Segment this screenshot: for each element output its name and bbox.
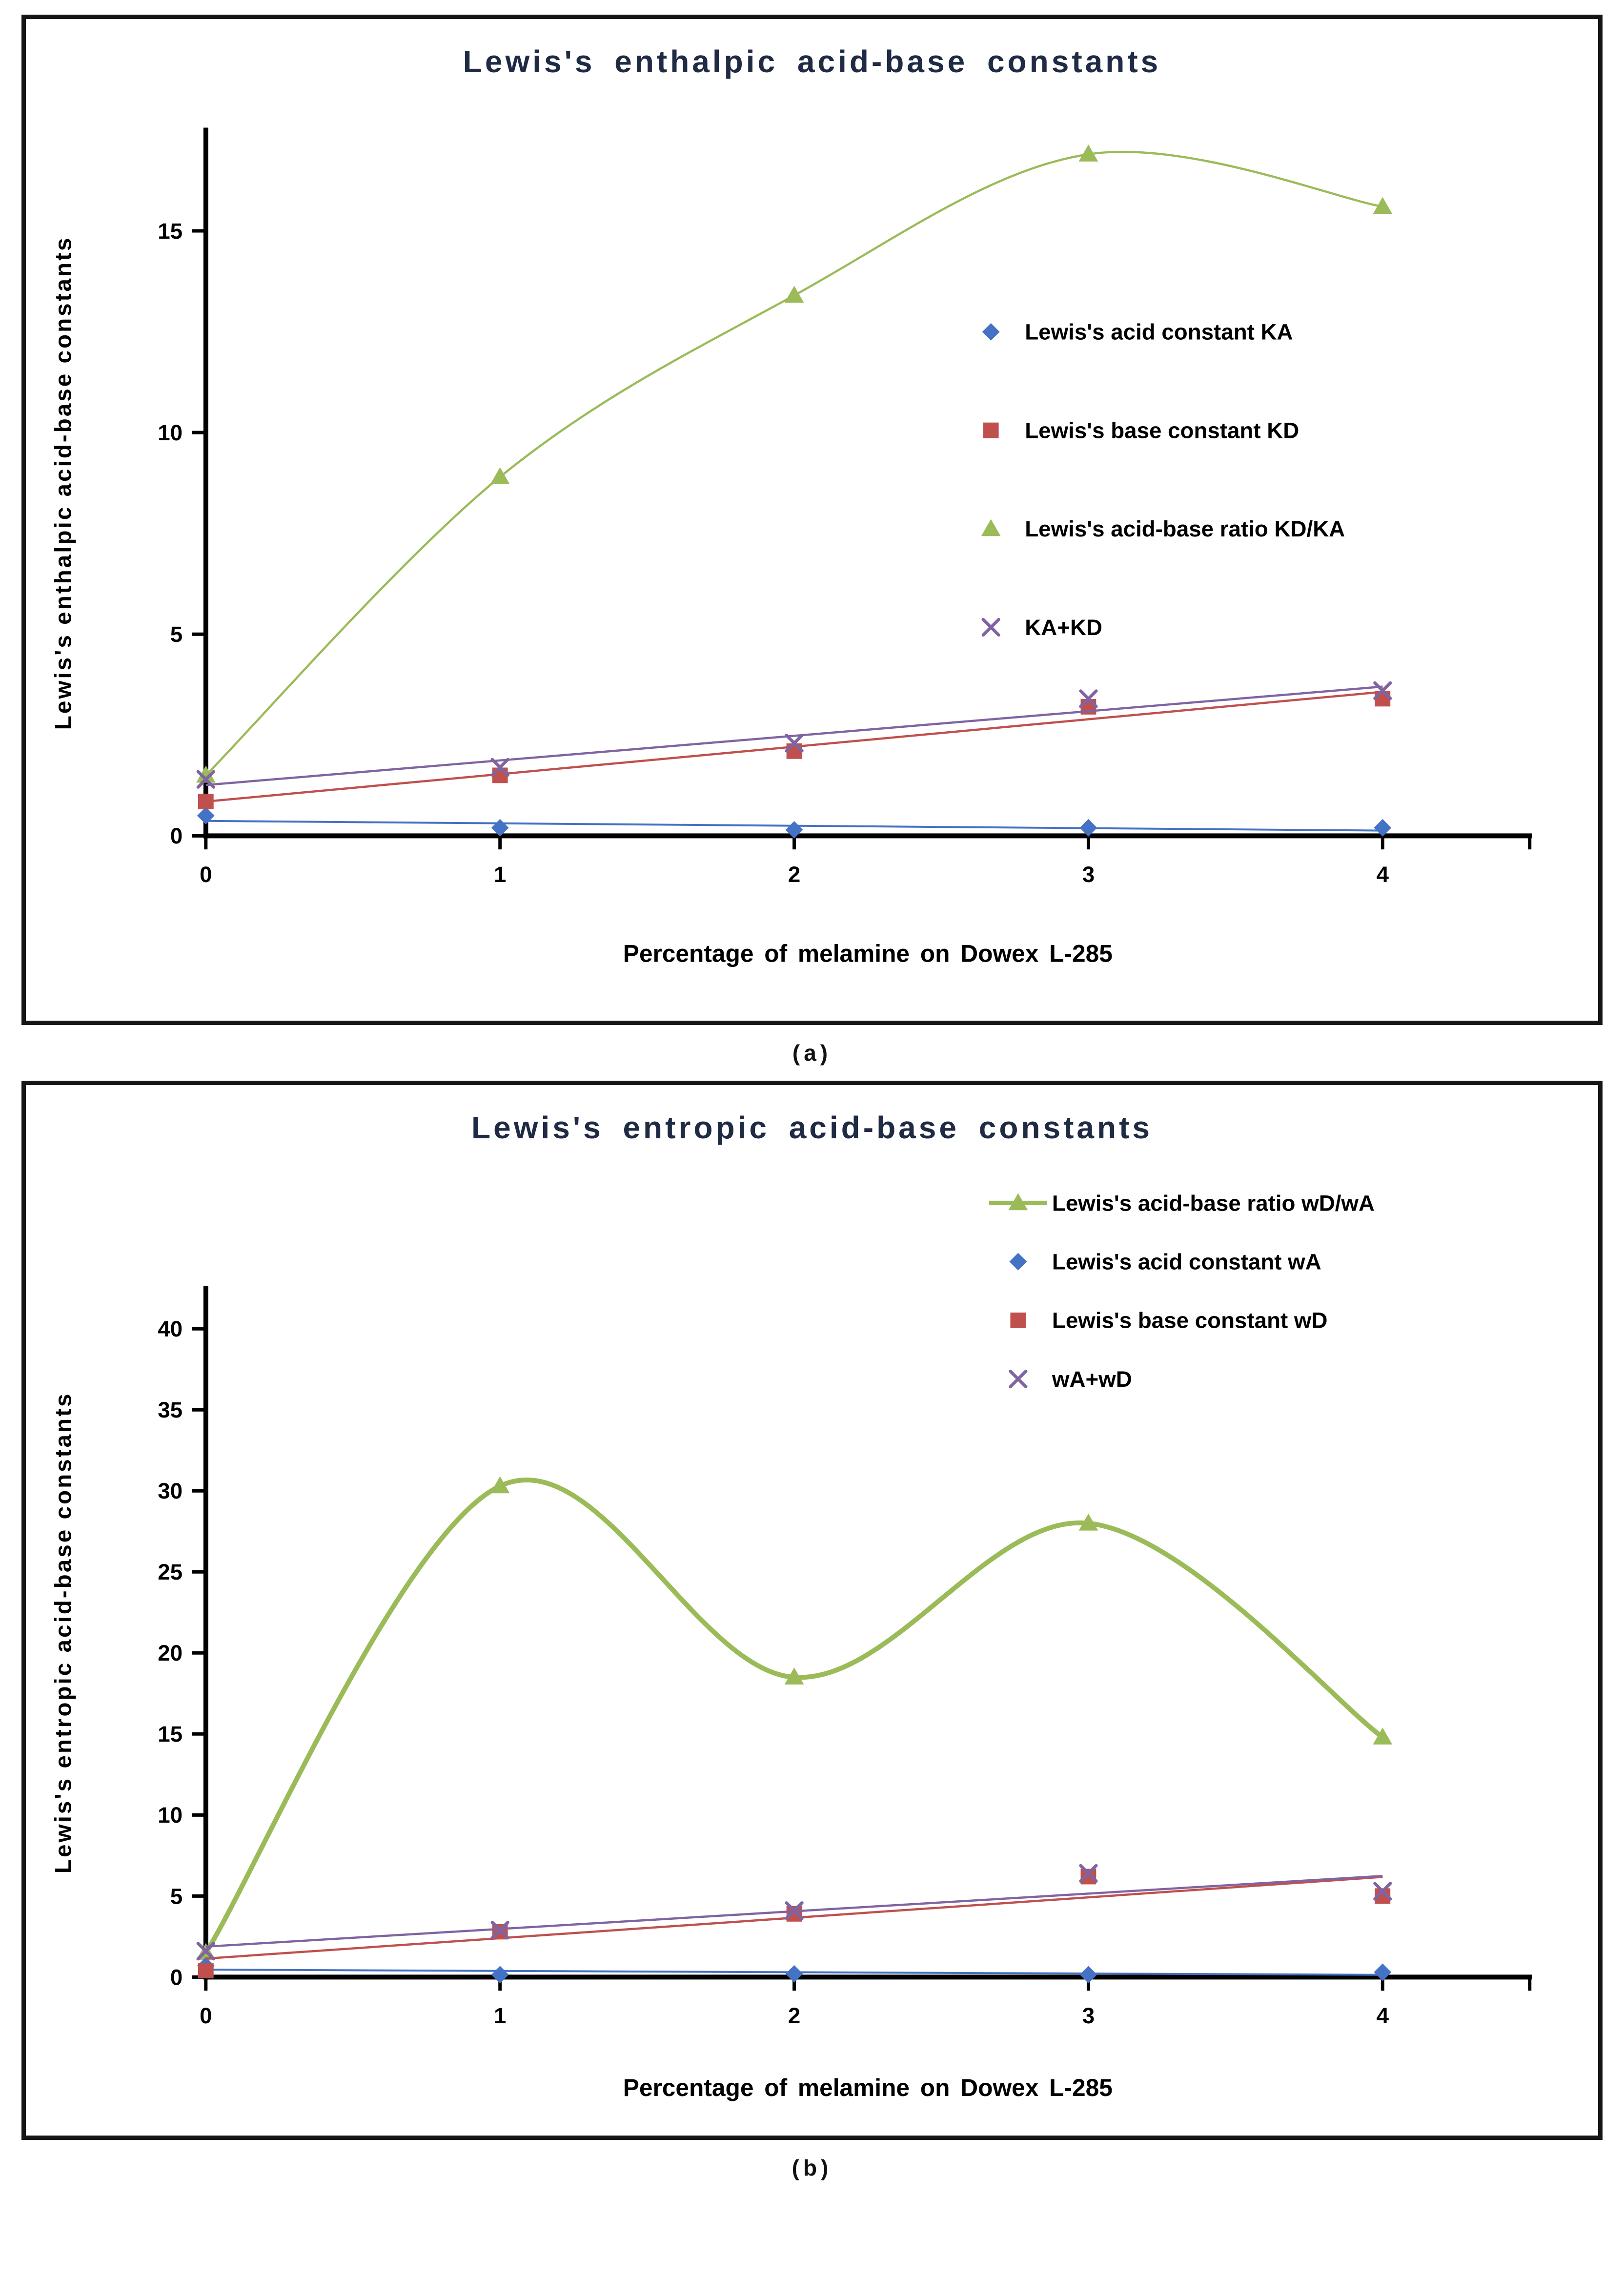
triangle-marker bbox=[1008, 1193, 1028, 1211]
x-marker bbox=[490, 758, 509, 777]
x-marker bbox=[785, 734, 804, 753]
chart-a-title: Lewis's enthalpic acid-base constants bbox=[463, 44, 1161, 79]
diamond-marker bbox=[1079, 819, 1097, 837]
triangle-marker bbox=[1373, 1727, 1393, 1745]
x-marker bbox=[785, 1901, 804, 1920]
y-axis-title: Lewis's enthalpic acid-base constants bbox=[51, 236, 77, 730]
triangle-marker bbox=[1078, 144, 1098, 162]
svg-text:1: 1 bbox=[494, 2003, 506, 2028]
x-marker bbox=[981, 617, 1000, 637]
legend-label: Lewis's base constant wD bbox=[1052, 1308, 1328, 1333]
svg-text:4: 4 bbox=[1377, 2003, 1389, 2028]
x-marker bbox=[196, 1942, 215, 1961]
axes bbox=[203, 127, 1532, 839]
legend-label: Lewis's acid constant wA bbox=[1052, 1250, 1321, 1274]
tick-labels: 0 1 2 3 4 0 5 10 15 bbox=[158, 219, 1389, 887]
triangle-marker bbox=[1373, 197, 1393, 214]
square-marker bbox=[983, 422, 999, 438]
diamond-marker bbox=[785, 1965, 803, 1983]
svg-text:0: 0 bbox=[170, 1965, 183, 1990]
axes bbox=[203, 1286, 1532, 1980]
x-marker bbox=[1373, 681, 1392, 700]
y-axis-title: Lewis's entropic acid-base constants bbox=[51, 1392, 77, 1874]
caption-b: (b) bbox=[792, 2155, 832, 2180]
legend-label: Lewis's base constant KD bbox=[1025, 418, 1299, 443]
svg-text:10: 10 bbox=[158, 420, 183, 445]
diamond-marker bbox=[1374, 1963, 1392, 1981]
x-marker bbox=[1079, 689, 1098, 708]
svg-text:40: 40 bbox=[158, 1316, 183, 1341]
svg-text:20: 20 bbox=[158, 1641, 183, 1665]
triangle-marker bbox=[490, 1476, 510, 1494]
legend-label: Lewis's acid-base ratio KD/KA bbox=[1025, 516, 1345, 541]
diamond-marker bbox=[491, 1966, 509, 1984]
series-x bbox=[196, 1864, 1392, 1961]
legend-label: wA+wD bbox=[1052, 1367, 1132, 1392]
svg-text:15: 15 bbox=[158, 219, 183, 244]
square-marker bbox=[198, 794, 214, 810]
triangle-marker bbox=[1078, 1513, 1098, 1531]
legend: Lewis's acid constant KA Lewis's base con… bbox=[981, 320, 1345, 640]
svg-text:2: 2 bbox=[788, 862, 800, 887]
diamond-marker bbox=[197, 807, 215, 824]
svg-text:4: 4 bbox=[1377, 862, 1389, 887]
legend-label: KA+KD bbox=[1025, 615, 1102, 640]
series-square bbox=[198, 691, 1391, 810]
series-x bbox=[196, 681, 1392, 789]
square-marker bbox=[492, 767, 508, 783]
legend-label: Lewis's acid-base ratio wD/wA bbox=[1052, 1191, 1375, 1215]
square-marker bbox=[1375, 691, 1391, 707]
panel-chart-a: Lewis's enthalpic acid-base constants 0 1… bbox=[21, 15, 1603, 1026]
x-axis-title: Percentage of melamine on Dowex L-285 bbox=[623, 940, 1113, 967]
series-diamond bbox=[197, 807, 1392, 839]
svg-text:3: 3 bbox=[1082, 2003, 1095, 2028]
svg-text:0: 0 bbox=[200, 2003, 212, 2028]
svg-text:1: 1 bbox=[494, 862, 506, 887]
svg-text:10: 10 bbox=[158, 1803, 183, 1828]
chart-b-title: Lewis's entropic acid-base constants bbox=[471, 1110, 1153, 1146]
square-marker bbox=[1010, 1313, 1026, 1328]
diamond-marker bbox=[1079, 1966, 1097, 1984]
x-axis-title: Percentage of melamine on Dowex L-285 bbox=[623, 2074, 1113, 2101]
svg-text:35: 35 bbox=[158, 1397, 183, 1422]
svg-text:0: 0 bbox=[170, 823, 183, 848]
series-triangle bbox=[196, 1476, 1393, 1960]
panel-chart-b: Lewis's entropic acid-base constants 0 1 2… bbox=[21, 1081, 1603, 2140]
diamond-marker bbox=[1374, 819, 1392, 837]
svg-text:25: 25 bbox=[158, 1560, 183, 1584]
diamond-marker bbox=[785, 821, 803, 839]
svg-text:0: 0 bbox=[200, 862, 212, 887]
svg-text:30: 30 bbox=[158, 1479, 183, 1503]
diamond-marker bbox=[491, 819, 509, 837]
tick-marks bbox=[192, 229, 1532, 850]
tick-marks bbox=[192, 1327, 1532, 1991]
x-marker bbox=[490, 1921, 509, 1940]
diamond-marker bbox=[1009, 1253, 1027, 1271]
svg-text:5: 5 bbox=[170, 622, 183, 647]
svg-text:5: 5 bbox=[170, 1884, 183, 1909]
triangle-marker bbox=[981, 519, 1001, 536]
svg-text:3: 3 bbox=[1082, 862, 1095, 887]
triangle-marker bbox=[784, 1667, 804, 1685]
diamond-marker bbox=[982, 323, 1000, 341]
legend-label: Lewis's acid constant KA bbox=[1025, 320, 1293, 345]
square-marker bbox=[198, 1963, 214, 1979]
square-marker bbox=[786, 743, 802, 759]
figure: Lewis's enthalpic acid-base constants 0 1… bbox=[0, 15, 1624, 2181]
caption-a: (a) bbox=[792, 1040, 832, 1066]
x-marker bbox=[1373, 1882, 1392, 1901]
triangle-marker bbox=[784, 286, 804, 303]
x-marker bbox=[196, 770, 215, 789]
series-triangle bbox=[196, 144, 1393, 783]
triangle-marker bbox=[196, 765, 216, 783]
chart-a-plot: 0 1 2 3 4 0 5 10 15 Percentage of melamine on Dow… bbox=[51, 127, 1532, 967]
x-marker bbox=[1009, 1370, 1028, 1389]
svg-text:15: 15 bbox=[158, 1722, 183, 1747]
svg-text:2: 2 bbox=[788, 2003, 800, 2028]
triangle-marker bbox=[490, 467, 510, 484]
x-marker bbox=[1079, 1864, 1098, 1883]
legend: Lewis's acid-base ratio wD/wA Lewis's aci… bbox=[989, 1191, 1375, 1392]
